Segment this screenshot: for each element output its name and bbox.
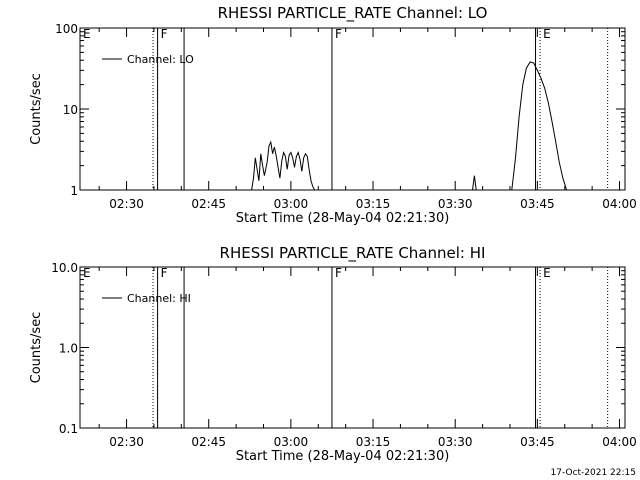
footer-timestamp: 17-Oct-2021 22:15 <box>551 468 636 478</box>
series-line <box>511 61 568 191</box>
panel-hi: RHESSI PARTICLE_RATE Channel: HI 0.1 1.0 10… <box>29 244 637 464</box>
panel-lo: RHESSI PARTICLE_RATE Channel: LO 1 10 100 02… <box>29 4 637 226</box>
y-tick-label: 10 <box>63 103 78 117</box>
x-tick-label: 03:45 <box>520 435 555 449</box>
event-marker-label: F <box>161 266 168 280</box>
x-tick-label: 04:00 <box>602 435 637 449</box>
y-tick-label: 1.0 <box>59 342 78 356</box>
x-tick-label: 03:00 <box>274 435 309 449</box>
y-tick-label: 10.0 <box>51 261 78 275</box>
x-tick-label: 02:30 <box>109 197 144 211</box>
x-axis-label: Start Time (28-May-04 02:21:30) <box>236 211 450 226</box>
event-marker-label: E <box>83 27 91 41</box>
event-marker-label: F <box>335 27 342 41</box>
event-marker-label: E <box>543 27 551 41</box>
y-tick-label: 1 <box>70 184 78 198</box>
event-marker-label: F <box>161 27 168 41</box>
y-tick-label: 0.1 <box>59 422 78 436</box>
x-tick-label: 03:15 <box>356 197 391 211</box>
chart-title: RHESSI PARTICLE_RATE Channel: LO <box>218 4 488 23</box>
event-marker-label: E <box>83 266 91 280</box>
x-tick-label: 03:30 <box>438 435 473 449</box>
x-tick-label: 03:15 <box>356 435 391 449</box>
x-tick-label: 03:30 <box>438 197 473 211</box>
series-line <box>251 140 316 191</box>
legend-label: Channel: HI <box>127 292 191 305</box>
series-line <box>472 175 477 191</box>
x-axis-label: Start Time (28-May-04 02:21:30) <box>236 449 450 464</box>
y-axis-label: Counts/sec <box>29 312 44 384</box>
chart-title: RHESSI PARTICLE_RATE Channel: HI <box>220 244 486 263</box>
y-axis-label: Counts/sec <box>29 73 44 145</box>
x-tick-label: 02:45 <box>191 435 226 449</box>
x-tick-label: 02:45 <box>191 197 226 211</box>
event-marker-label: F <box>335 266 342 280</box>
x-tick-label: 04:00 <box>602 197 637 211</box>
legend-label: Channel: LO <box>127 53 194 66</box>
y-tick-label: 100 <box>55 22 78 36</box>
x-tick-label: 03:00 <box>274 197 309 211</box>
x-tick-label: 02:30 <box>109 435 144 449</box>
event-marker-label: E <box>543 266 551 280</box>
x-tick-label: 03:45 <box>520 197 555 211</box>
